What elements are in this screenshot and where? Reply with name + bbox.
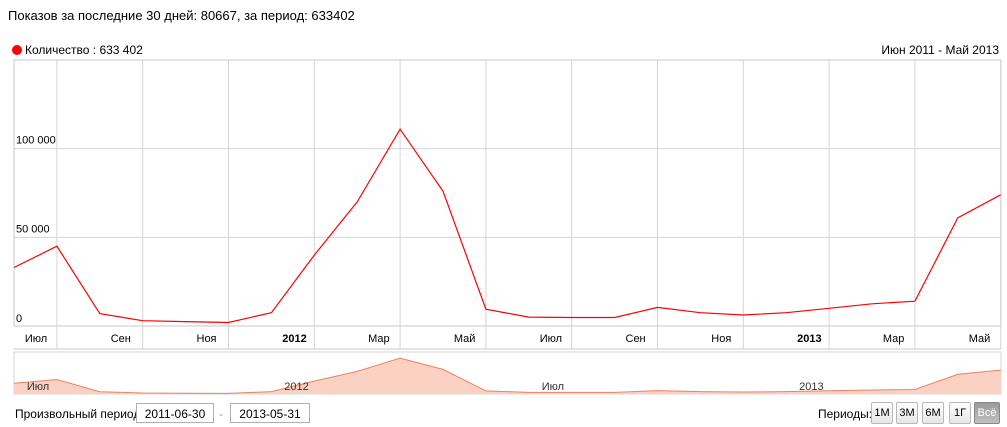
line-chart: 0 50 000 100 000 Июл Сен Ноя 2012 Мар Май Июл Сен Н… [13,59,1002,395]
x-tick-label: Ноя [711,333,731,345]
x-tick-label: Май [969,333,991,345]
period-all-button[interactable]: Всё [974,402,1000,424]
plot-frame [13,59,1002,327]
navigator-frame [13,351,1002,395]
y-tick-label: 100 000 [16,135,56,147]
x-tick-label: Июл [540,333,562,345]
series-line [13,128,1001,324]
period-6m-button[interactable]: 6М [922,402,944,424]
date-from-input[interactable]: 2011-06-30 [136,403,214,423]
summary-text: Показов за последние 30 дней: 80667, за … [8,8,355,23]
navigator-area [14,358,1001,394]
periods-label: Периоды: [818,407,873,421]
y-tick-label: 50 000 [16,223,50,235]
x-tick-label: Мар [883,333,905,345]
period-1y-button[interactable]: 1Г [949,402,971,424]
navigator-line [13,357,1001,394]
x-tick-label: Сен [626,333,646,345]
y-tick-label: 0 [16,313,22,325]
navigator-tick-label: 2013 [799,381,823,393]
date-to-input[interactable]: 2013-05-31 [230,403,310,423]
navigator-tick-label: 2012 [284,381,308,393]
legend-marker-icon [12,45,22,55]
legend-label: Количество : 633 402 [25,43,143,57]
period-3m-button[interactable]: 3М [896,402,918,424]
period-1m-button[interactable]: 1М [871,402,893,424]
x-tick-label: 2013 [797,333,821,345]
x-tick-label: Май [454,333,476,345]
custom-period-label: Произвольный период: [15,407,144,421]
x-tick-label: 2012 [282,333,306,345]
x-tick-label: Сен [111,333,131,345]
x-tick-label: Июл [25,333,47,345]
x-tick-label: Ноя [197,333,217,345]
navigator-tick-label: Июл [542,381,564,393]
date-separator: - [219,407,223,421]
x-tick-label: Мар [368,333,390,345]
chart-controls: Произвольный период: 2011-06-30 - 2013-0… [0,402,1007,426]
legend[interactable]: Количество : 633 402 [12,43,143,57]
navigator-tick-label: Июл [27,381,49,393]
date-range-label: Июн 2011 - Май 2013 [881,43,999,57]
